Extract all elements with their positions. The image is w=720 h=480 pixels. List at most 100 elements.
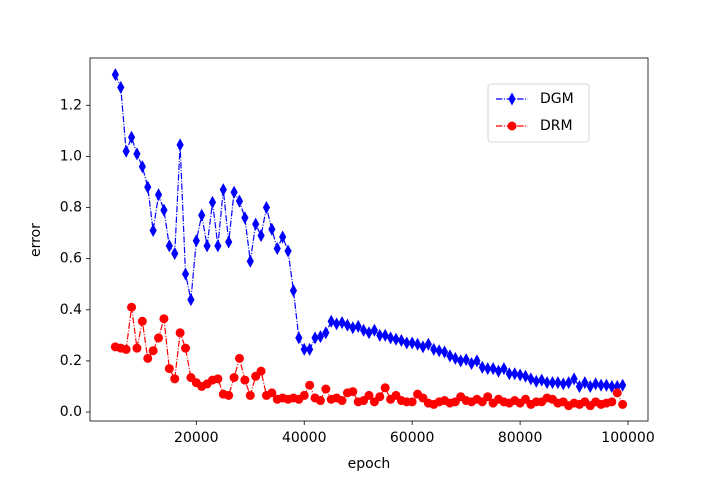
marker: [370, 323, 378, 337]
marker: [559, 377, 567, 391]
marker: [117, 80, 125, 94]
marker: [198, 208, 206, 222]
y-tick-label: 1.0: [60, 148, 82, 164]
marker: [338, 316, 346, 330]
marker: [467, 356, 476, 370]
y-tick-label: 1.2: [60, 97, 82, 113]
marker: [235, 194, 244, 208]
y-axis-label: error: [28, 223, 44, 257]
marker: [181, 343, 191, 353]
marker: [175, 328, 185, 338]
marker: [380, 383, 390, 393]
marker: [241, 211, 249, 225]
marker: [279, 230, 287, 244]
marker: [111, 68, 119, 82]
marker: [230, 185, 238, 199]
marker: [252, 217, 260, 231]
marker: [300, 342, 308, 356]
legend-label: DRM: [540, 118, 573, 134]
marker: [457, 354, 465, 368]
x-tick-label: 100000: [601, 430, 654, 446]
legend-marker: [508, 92, 516, 106]
marker: [149, 224, 157, 238]
marker: [349, 321, 357, 335]
marker: [187, 293, 195, 307]
marker: [256, 366, 266, 376]
marker: [171, 247, 179, 261]
marker: [240, 375, 250, 385]
marker: [138, 160, 146, 174]
marker: [321, 384, 331, 394]
marker: [354, 319, 362, 333]
marker: [397, 333, 405, 347]
marker: [311, 331, 319, 345]
marker: [575, 379, 584, 393]
marker: [586, 379, 594, 393]
marker: [160, 203, 168, 217]
marker: [143, 353, 153, 363]
marker: [489, 362, 497, 376]
marker: [618, 399, 628, 409]
marker: [208, 195, 217, 209]
marker: [295, 331, 303, 345]
marker: [619, 378, 627, 392]
marker: [348, 387, 358, 397]
marker: [543, 376, 551, 390]
marker: [225, 235, 233, 249]
marker: [381, 328, 389, 342]
y-tick-label: 0.2: [60, 353, 82, 369]
legend-box: [487, 83, 590, 143]
marker: [337, 396, 347, 406]
marker: [532, 374, 540, 388]
marker: [608, 379, 616, 393]
marker: [284, 244, 292, 258]
marker: [602, 378, 611, 392]
marker: [268, 222, 276, 236]
plot-frame: [89, 57, 649, 422]
marker: [305, 380, 315, 390]
marker: [176, 138, 184, 152]
marker: [262, 201, 271, 215]
marker: [289, 284, 298, 298]
marker: [538, 373, 546, 387]
marker: [214, 239, 222, 253]
marker: [213, 374, 223, 384]
marker: [164, 364, 174, 374]
marker: [392, 332, 400, 346]
x-axis-label: epoch: [348, 456, 391, 472]
marker: [375, 392, 385, 402]
marker: [527, 372, 535, 386]
marker: [132, 343, 142, 353]
marker: [165, 239, 173, 253]
marker: [127, 130, 136, 144]
marker: [446, 349, 454, 363]
marker: [137, 316, 147, 326]
marker: [181, 267, 190, 281]
marker: [408, 336, 416, 350]
marker: [430, 342, 438, 356]
marker: [548, 376, 557, 390]
marker: [478, 360, 486, 374]
marker: [440, 345, 449, 359]
marker: [246, 254, 254, 268]
marker: [494, 364, 503, 378]
marker: [364, 390, 374, 400]
marker: [565, 376, 573, 390]
marker: [376, 328, 384, 342]
marker: [267, 388, 277, 398]
x-tick-label: 60000: [390, 430, 435, 446]
marker: [413, 337, 422, 351]
marker: [386, 331, 395, 345]
marker: [133, 147, 141, 161]
x-tick-label: 20000: [174, 430, 219, 446]
marker: [612, 388, 622, 398]
y-tick-label: 0.0: [60, 404, 82, 420]
marker: [306, 342, 314, 356]
marker: [424, 337, 432, 351]
marker: [327, 314, 335, 328]
marker: [234, 353, 244, 363]
marker: [597, 378, 605, 392]
marker: [505, 367, 513, 381]
